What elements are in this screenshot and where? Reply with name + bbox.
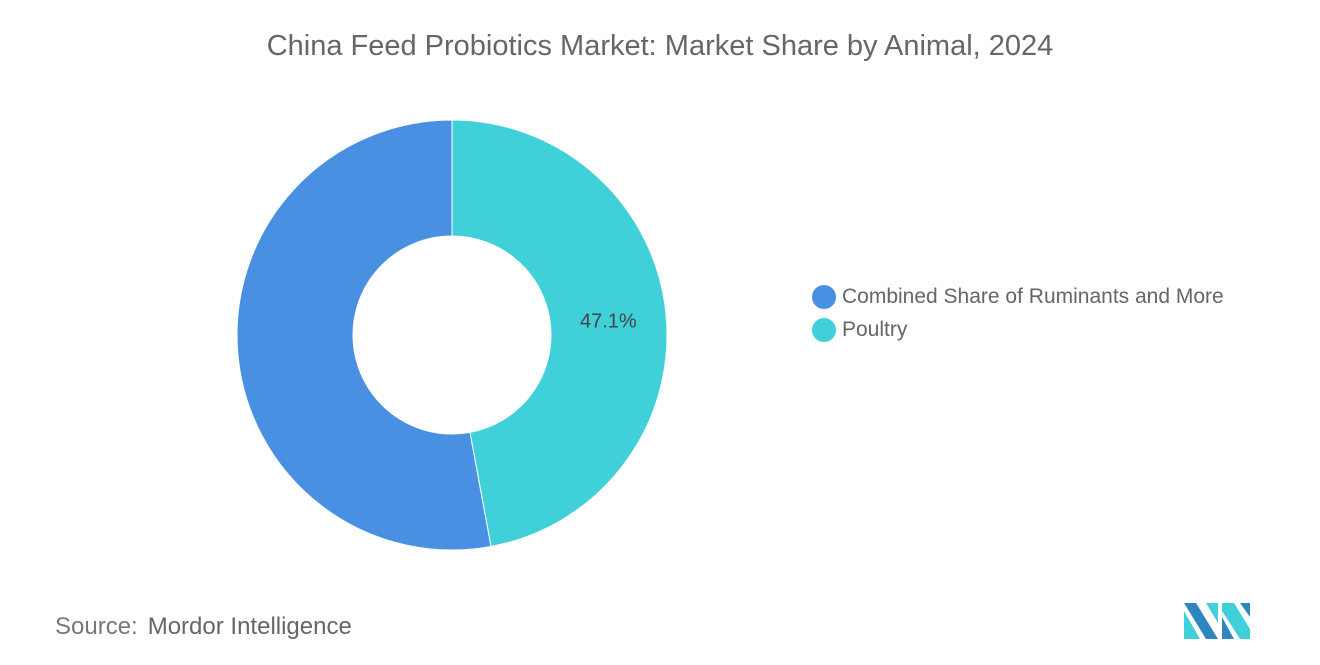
source-label: Source:	[55, 613, 138, 640]
legend-label: Poultry	[842, 318, 908, 341]
source-note: Source: Mordor Intelligence	[55, 613, 352, 641]
chart-title: China Feed Probiotics Market: Market Sha…	[266, 30, 1054, 62]
slice-combined-share-of-ruminants-and-more[interactable]	[236, 119, 492, 551]
legend-swatch-ruminants	[812, 285, 836, 309]
legend-swatch-poultry	[812, 318, 836, 342]
legend-item-ruminants[interactable]: Combined Share of Ruminants and More	[812, 285, 1224, 309]
legend-label: Combined Share of Ruminants and More	[842, 285, 1224, 308]
mordor-intelligence-logo	[1184, 603, 1250, 639]
slice-poultry[interactable]	[451, 119, 668, 548]
source-value: Mordor Intelligence	[147, 613, 352, 640]
data-label: 47.1%	[580, 311, 637, 333]
legend-item-poultry[interactable]: Poultry	[812, 318, 907, 342]
